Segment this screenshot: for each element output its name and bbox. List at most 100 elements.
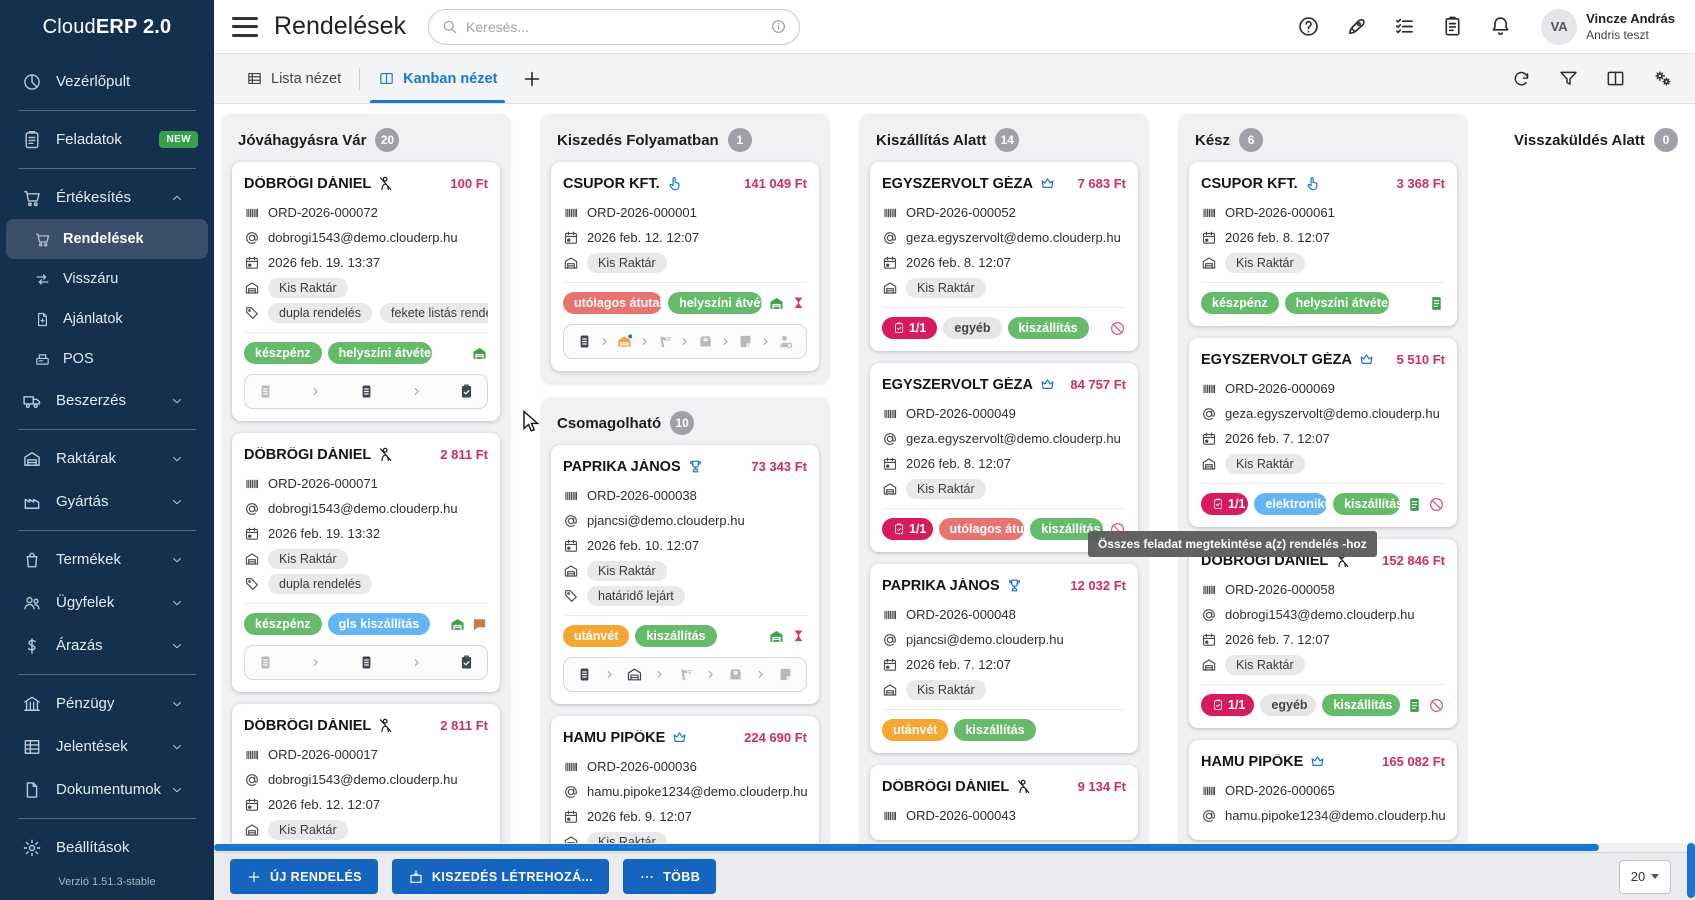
warehouse-row: Kis Raktár xyxy=(1201,250,1445,275)
sidebar-divider xyxy=(18,530,196,531)
warehouse-done-icon[interactable] xyxy=(768,295,785,312)
step-doc-icon[interactable] xyxy=(576,333,593,350)
hourglass-icon[interactable] xyxy=(790,295,807,312)
hourglass-icon[interactable] xyxy=(790,628,807,645)
sidebar-item-ertekesites[interactable]: Értékesítés xyxy=(0,176,214,219)
sidebar-item-feladatok[interactable]: Feladatok NEW xyxy=(0,118,214,161)
search-box[interactable] xyxy=(428,8,801,45)
page-size-select[interactable]: 20 xyxy=(1619,859,1671,894)
step-person-icon[interactable] xyxy=(777,333,794,350)
prohibit-icon[interactable] xyxy=(1109,320,1126,337)
task-list-icon[interactable] xyxy=(1393,15,1416,38)
horizontal-scrollbar-thumb[interactable] xyxy=(214,844,1599,851)
step-doc-icon[interactable] xyxy=(576,666,593,683)
step-doc-icon[interactable] xyxy=(358,383,375,400)
sidebar-item-ugyfelek[interactable]: Ügyfelek xyxy=(0,581,214,624)
step-doc-icon[interactable] xyxy=(257,383,274,400)
order-card[interactable]: PAPRIKA JÁNOS 73 343 Ft ORD-2026-000038 pja… xyxy=(551,445,819,704)
step-warehouse-icon[interactable] xyxy=(626,666,643,683)
tab-kanban-view[interactable]: Kanban nézet xyxy=(364,54,511,103)
create-picking-button[interactable]: KISZEDÉS LÉTREHOZÁ... xyxy=(391,859,610,894)
help-icon[interactable] xyxy=(1297,15,1320,38)
notifications-bell-icon[interactable] xyxy=(1489,15,1512,38)
menu-toggle-icon[interactable] xyxy=(232,16,258,37)
step-scanner-icon[interactable] xyxy=(656,333,673,350)
order-number-row: ORD-2026-000036 xyxy=(563,754,807,779)
sidebar-item-jelentesek[interactable]: Jelentések xyxy=(0,725,214,768)
refresh-icon[interactable] xyxy=(1511,68,1532,89)
order-card[interactable]: DÖBRÖGI DÁNIEL 2 811 Ft ORD-2026-000071 dob… xyxy=(232,433,500,692)
sidebar-item-visszaru[interactable]: Visszáru xyxy=(0,259,214,299)
sidebar-item-gyartas[interactable]: Gyártás xyxy=(0,480,214,523)
email-value: geza.egyszervolt@demo.clouderp.hu xyxy=(906,230,1121,245)
step-note-icon[interactable] xyxy=(777,666,794,683)
chevron-down-icon xyxy=(170,596,184,610)
tab-list-view[interactable]: Lista nézet xyxy=(232,54,355,103)
invoice-icon[interactable] xyxy=(1406,697,1423,714)
chat-icon[interactable] xyxy=(471,616,488,633)
order-card[interactable]: DÖBRÖGI DÁNIEL 100 Ft ORD-2026-000072 dobro… xyxy=(232,162,500,421)
prohibit-icon[interactable] xyxy=(1428,697,1445,714)
status-pill: kiszállítás xyxy=(1322,694,1400,716)
order-card[interactable]: PAPRIKA JÁNOS 12 032 Ft ORD-2026-000048 pja… xyxy=(870,564,1138,753)
search-info-icon[interactable] xyxy=(770,18,787,35)
settings-icon xyxy=(22,838,42,858)
search-input[interactable] xyxy=(466,18,763,35)
sidebar-item-raktarak[interactable]: Raktárak xyxy=(0,437,214,480)
user-menu[interactable]: VA Vincze András Andris teszt xyxy=(1541,8,1675,45)
sidebar-item-termekek[interactable]: Termékek xyxy=(0,538,214,581)
step-box-icon[interactable] xyxy=(697,333,714,350)
step-box-icon[interactable] xyxy=(727,666,744,683)
order-card[interactable]: EGYSZERVOLT GÉZA 7 683 Ft ORD-2026-000052 g… xyxy=(870,162,1138,351)
sidebar-item-pos[interactable]: POS xyxy=(0,339,214,379)
sidebar-item-vezerlopult[interactable]: Vezérlőpult xyxy=(0,60,214,103)
vertical-scrollbar-thumb[interactable] xyxy=(1687,843,1695,898)
sidebar-item-rendelesek[interactable]: Rendelések xyxy=(6,219,208,259)
warehouse-row: Kis Raktár xyxy=(244,546,488,571)
order-card[interactable]: DÖBRÖGI DÁNIEL 2 811 Ft ORD-2026-000017 dob… xyxy=(232,704,500,843)
status-pill: gls kiszállítás xyxy=(327,613,431,635)
step-clipcheck-icon[interactable] xyxy=(458,383,475,400)
sidebar-item-beszerzes[interactable]: Beszerzés xyxy=(0,379,214,422)
filter-icon[interactable] xyxy=(1558,68,1579,89)
order-card[interactable]: CSUPOR KFT. 3 368 Ft ORD-2026-000061 2026 f… xyxy=(1189,162,1457,326)
warehouse-done-icon[interactable] xyxy=(768,628,785,645)
email-row: dobrogi1543@demo.clouderp.hu xyxy=(1201,602,1445,627)
order-card[interactable]: DÖBRÖGI DÁNIEL 152 846 Ft ORD-2026-000058 d… xyxy=(1189,539,1457,728)
order-card[interactable]: DÖBRÖGI DÁNIEL 9 134 Ft ORD-2026-000043 xyxy=(870,765,1138,840)
sidebar-item-beallitasok[interactable]: Beállítások xyxy=(0,826,214,869)
sidebar-item-penzugy[interactable]: Pénzügy xyxy=(0,682,214,725)
sidebar-item-label: Rendelések xyxy=(63,231,144,247)
clipboard-icon[interactable] xyxy=(1441,15,1464,38)
columns-icon[interactable] xyxy=(1605,68,1626,89)
step-doc-icon[interactable] xyxy=(257,654,274,671)
prohibit-icon[interactable] xyxy=(1428,496,1445,513)
order-card[interactable]: HAMU PIPŐKE 224 690 Ft ORD-2026-000036 hamu… xyxy=(551,716,819,843)
order-card[interactable]: EGYSZERVOLT GÉZA 5 510 Ft ORD-2026-000069 g… xyxy=(1189,338,1457,527)
invoice-icon[interactable] xyxy=(1428,295,1445,312)
step-clipcheck-icon[interactable] xyxy=(458,654,475,671)
step-scanner-icon[interactable] xyxy=(677,666,694,683)
status-pill: egyéb xyxy=(1260,694,1317,716)
sidebar-item-arazas[interactable]: Árazás xyxy=(0,624,214,667)
new-order-button[interactable]: ÚJ RENDELÉS xyxy=(230,859,378,894)
horizontal-scrollbar[interactable] xyxy=(214,843,1695,852)
add-view-icon[interactable] xyxy=(521,68,543,90)
invoice-icon[interactable] xyxy=(1406,496,1423,513)
order-card[interactable]: HAMU PIPŐKE 165 082 Ft ORD-2026-000065 hamu… xyxy=(1189,740,1457,840)
sidebar-item-ajanlatok[interactable]: Ajánlatok xyxy=(0,299,214,339)
step-note-icon[interactable] xyxy=(737,333,754,350)
order-card[interactable]: EGYSZERVOLT GÉZA 84 757 Ft ORD-2026-000049… xyxy=(870,363,1138,552)
more-button[interactable]: TÖBB xyxy=(623,859,717,894)
order-number: ORD-2026-000048 xyxy=(906,607,1016,622)
kanban-column: Visszaküldés Alatt 0 xyxy=(1498,114,1695,172)
step-warehousedot-icon[interactable] xyxy=(616,333,633,350)
whats-new-rocket-icon[interactable] xyxy=(1345,15,1368,38)
order-card[interactable]: CSUPOR KFT. 141 049 Ft ORD-2026-000001 2026… xyxy=(551,162,819,371)
step-doc-icon[interactable] xyxy=(358,654,375,671)
warehouse-done-icon[interactable] xyxy=(471,345,488,362)
warehouse-done-icon[interactable] xyxy=(449,616,466,633)
calendar-icon xyxy=(1201,230,1217,246)
board-settings-icon[interactable] xyxy=(1652,68,1673,89)
sidebar-item-dokumentumok[interactable]: Dokumentumok xyxy=(0,768,214,811)
